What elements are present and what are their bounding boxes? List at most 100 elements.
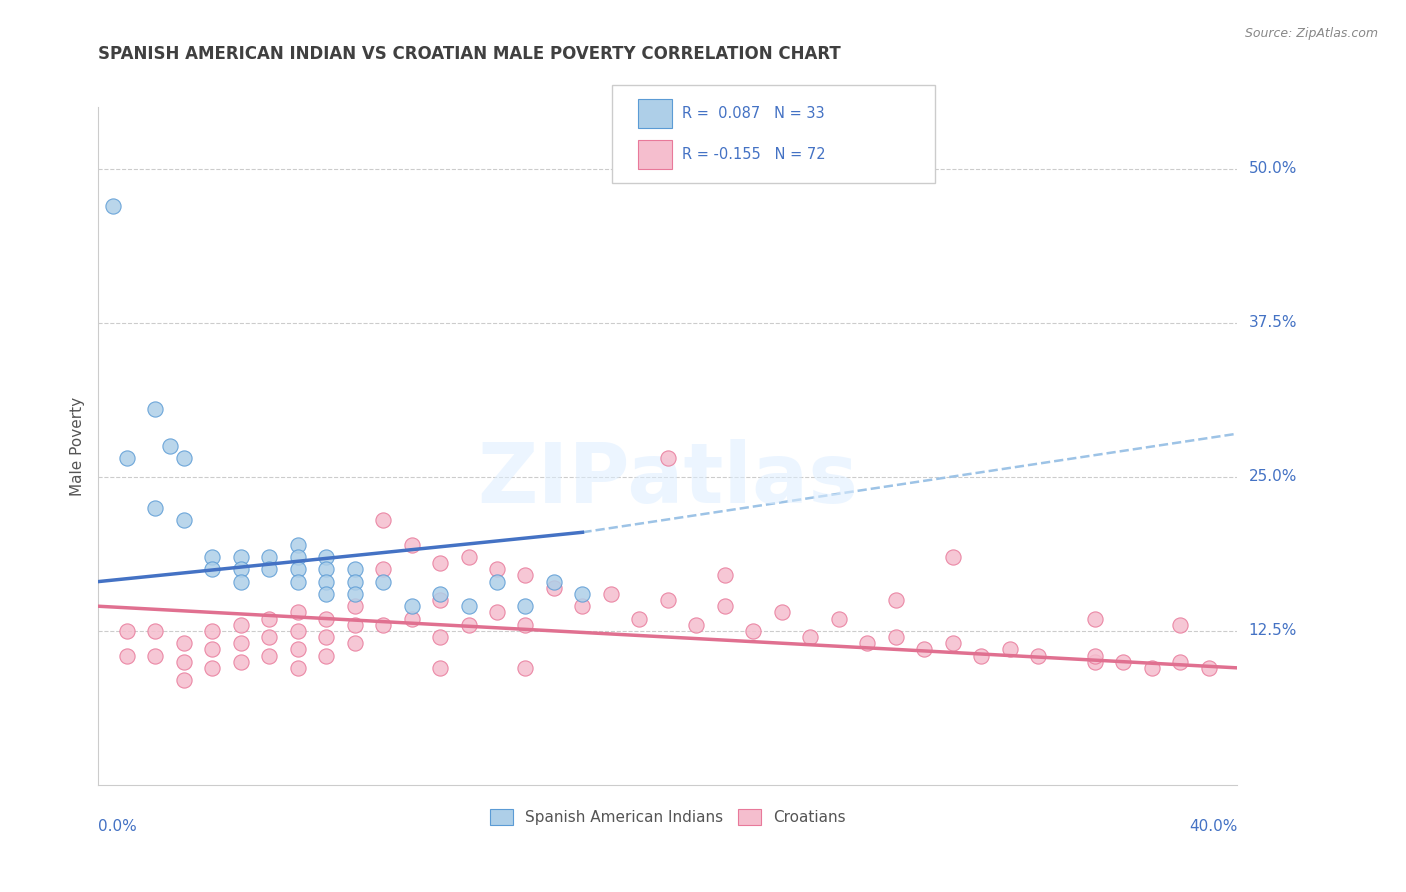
Point: [287, 624, 309, 638]
Point: [173, 673, 195, 688]
Point: [884, 593, 907, 607]
Point: [685, 617, 707, 632]
Text: 25.0%: 25.0%: [1249, 469, 1296, 484]
Point: [1198, 661, 1220, 675]
Point: [315, 562, 337, 576]
Point: [101, 199, 124, 213]
Point: [315, 574, 337, 589]
Point: [401, 611, 423, 625]
Point: [343, 599, 366, 614]
Point: [229, 549, 252, 564]
Point: [1084, 611, 1107, 625]
Point: [1170, 617, 1192, 632]
Point: [287, 574, 309, 589]
Point: [942, 549, 965, 564]
Point: [401, 538, 423, 552]
Point: [315, 648, 337, 663]
Point: [201, 562, 224, 576]
Point: [457, 599, 479, 614]
Text: 50.0%: 50.0%: [1249, 161, 1296, 176]
Point: [229, 617, 252, 632]
Point: [373, 617, 395, 632]
Point: [115, 648, 138, 663]
Point: [229, 562, 252, 576]
Point: [486, 606, 509, 620]
Point: [515, 599, 537, 614]
Point: [173, 655, 195, 669]
Point: [657, 593, 679, 607]
Point: [884, 630, 907, 644]
Point: [942, 636, 965, 650]
Point: [429, 587, 451, 601]
Point: [145, 648, 167, 663]
Point: [600, 587, 623, 601]
Point: [429, 593, 451, 607]
Point: [315, 587, 337, 601]
Point: [173, 513, 195, 527]
Text: R =  0.087   N = 33: R = 0.087 N = 33: [682, 106, 824, 120]
Point: [742, 624, 765, 638]
Point: [457, 549, 479, 564]
Point: [115, 624, 138, 638]
Point: [515, 617, 537, 632]
Point: [1084, 655, 1107, 669]
Point: [998, 642, 1021, 657]
Point: [287, 606, 309, 620]
Point: [259, 549, 281, 564]
Point: [201, 661, 224, 675]
Point: [259, 611, 281, 625]
Point: [173, 636, 195, 650]
Point: [429, 630, 451, 644]
Text: 12.5%: 12.5%: [1249, 624, 1296, 639]
Text: R = -0.155   N = 72: R = -0.155 N = 72: [682, 147, 825, 161]
Point: [201, 624, 224, 638]
Point: [571, 587, 593, 601]
Point: [373, 574, 395, 589]
Point: [714, 599, 737, 614]
Point: [115, 451, 138, 466]
Point: [828, 611, 851, 625]
Point: [201, 549, 224, 564]
Point: [145, 402, 167, 417]
Point: [373, 513, 395, 527]
Point: [457, 617, 479, 632]
Point: [315, 611, 337, 625]
Point: [159, 439, 181, 453]
Point: [287, 538, 309, 552]
Point: [1084, 648, 1107, 663]
Point: [1112, 655, 1135, 669]
Point: [714, 568, 737, 582]
Point: [287, 562, 309, 576]
Point: [799, 630, 821, 644]
Point: [201, 642, 224, 657]
Text: SPANISH AMERICAN INDIAN VS CROATIAN MALE POVERTY CORRELATION CHART: SPANISH AMERICAN INDIAN VS CROATIAN MALE…: [98, 45, 841, 62]
Point: [912, 642, 935, 657]
Point: [770, 606, 793, 620]
Text: ZIPatlas: ZIPatlas: [478, 440, 858, 520]
Point: [343, 636, 366, 650]
Point: [970, 648, 993, 663]
Point: [287, 642, 309, 657]
Point: [628, 611, 651, 625]
Point: [543, 574, 565, 589]
Point: [486, 574, 509, 589]
Text: 40.0%: 40.0%: [1189, 819, 1237, 834]
Point: [515, 568, 537, 582]
Point: [229, 574, 252, 589]
Point: [343, 587, 366, 601]
Point: [571, 599, 593, 614]
Point: [173, 451, 195, 466]
Point: [401, 599, 423, 614]
Point: [259, 630, 281, 644]
Point: [343, 574, 366, 589]
Point: [287, 661, 309, 675]
Point: [287, 549, 309, 564]
Point: [429, 556, 451, 570]
Y-axis label: Male Poverty: Male Poverty: [69, 396, 84, 496]
Point: [229, 636, 252, 650]
Point: [315, 549, 337, 564]
Point: [1026, 648, 1049, 663]
Point: [1170, 655, 1192, 669]
Point: [343, 617, 366, 632]
Text: 0.0%: 0.0%: [98, 819, 138, 834]
